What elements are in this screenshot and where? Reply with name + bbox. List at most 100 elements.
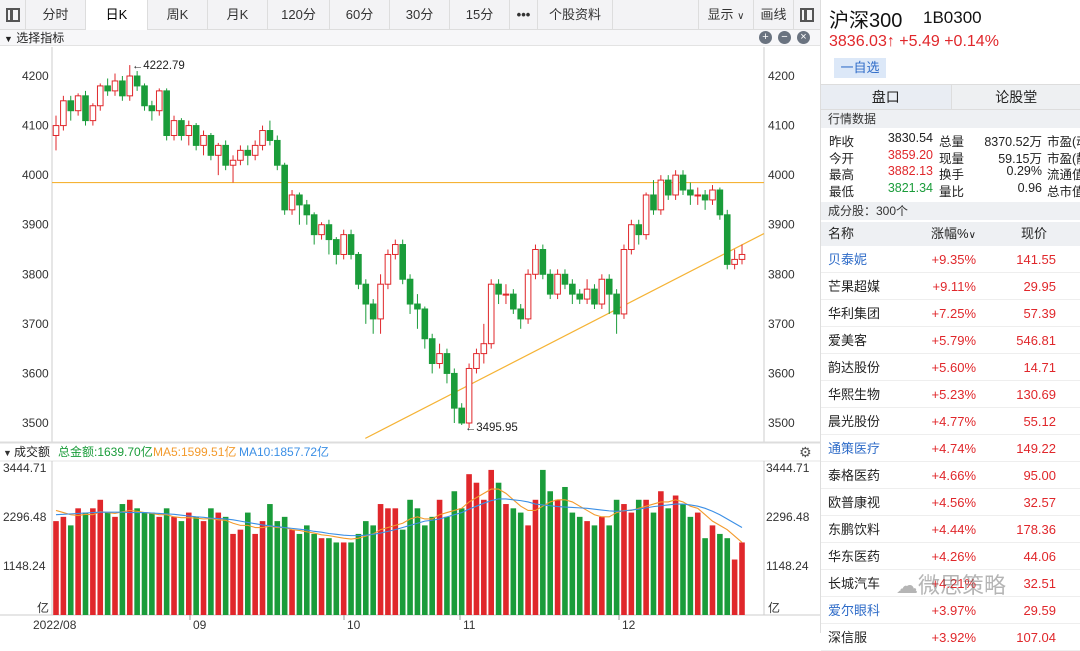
stock-profile-button[interactable]: 个股资料	[538, 0, 613, 30]
select-indicator-label[interactable]: 选择指标	[16, 31, 64, 45]
quote-cell: 量比	[939, 181, 964, 200]
price-tick-right: 4000	[768, 168, 795, 182]
tab-monthly-k[interactable]: 月K	[208, 0, 268, 30]
stock-row[interactable]: 韵达股份+5.60%14.71	[821, 354, 1080, 381]
column-change[interactable]: 涨幅%∨	[931, 222, 976, 248]
price-tick-left: 3500	[22, 416, 49, 430]
zoom-out-icon[interactable]: −	[778, 31, 791, 44]
tab-30min[interactable]: 30分	[390, 0, 450, 30]
stock-row[interactable]: 爱尔眼科+3.97%29.59	[821, 597, 1080, 624]
stock-row[interactable]: 晨光股份+4.77%55.12	[821, 408, 1080, 435]
tab-intraday[interactable]: 分时	[26, 0, 86, 30]
volume-bar	[717, 534, 723, 615]
volume-bar	[518, 513, 524, 615]
volume-bar	[282, 517, 288, 615]
stock-price: 14.71	[1023, 354, 1056, 381]
add-favorite-button[interactable]: 一自选	[834, 58, 886, 78]
volume-bar	[164, 508, 170, 615]
display-menu-button[interactable]: 显示 ∨	[698, 0, 754, 30]
candle	[156, 91, 162, 111]
stock-change: +5.23%	[932, 381, 976, 408]
components-header: 成分股：300个	[821, 202, 1080, 220]
candle	[112, 81, 118, 91]
volume-bar	[289, 530, 295, 615]
stock-row[interactable]: 东鹏饮料+4.44%178.36	[821, 516, 1080, 543]
price-tick-right: 4100	[768, 119, 795, 133]
stock-row[interactable]: 深信服+3.92%107.04	[821, 624, 1080, 651]
volume-bar	[503, 504, 509, 615]
volume-bar	[319, 538, 325, 615]
collapse-arrow-icon[interactable]: ▼	[3, 448, 12, 458]
zoom-in-icon[interactable]: +	[759, 31, 772, 44]
draw-line-button[interactable]: 画线	[754, 0, 794, 30]
volume-bar	[732, 560, 738, 615]
tab-60min[interactable]: 60分	[330, 0, 390, 30]
close-icon[interactable]: ×	[797, 31, 810, 44]
stock-change: +9.11%	[933, 273, 977, 300]
volume-bar	[223, 517, 229, 615]
stock-name: 华东医药	[828, 543, 880, 570]
sort-desc-icon: ∨	[969, 230, 976, 241]
stock-row[interactable]: 欧普康视+4.56%32.57	[821, 489, 1080, 516]
stock-row[interactable]: 贝泰妮+9.35%141.55	[821, 246, 1080, 273]
volume-bar	[238, 530, 244, 615]
candle	[53, 126, 59, 136]
candle	[540, 250, 546, 275]
tab-daily-k[interactable]: 日K	[86, 0, 148, 30]
volume-header: ▼ 成交额 总金额:1639.70亿 MA5:1599.51亿 MA10:185…	[3, 444, 812, 460]
candle	[702, 195, 708, 200]
quote-cell: 3882.13	[888, 164, 933, 178]
stock-name: 欧普康视	[828, 489, 880, 516]
more-periods-button[interactable]: •••	[510, 0, 538, 30]
volume-tick-right: 3444.71	[766, 461, 810, 475]
volume-bar	[570, 513, 576, 615]
stock-price: 149.22	[1016, 435, 1056, 462]
tab-order-book[interactable]: 盘口	[821, 85, 951, 109]
date-tick: 09	[193, 618, 207, 632]
column-name[interactable]: 名称	[828, 222, 854, 246]
candle	[400, 245, 406, 280]
price-tick-left: 3600	[22, 366, 49, 380]
candle	[97, 86, 103, 106]
gear-icon[interactable]: ⚙	[799, 444, 812, 460]
collapse-arrow-icon[interactable]: ▼	[4, 34, 13, 44]
volume-unit-right: 亿	[768, 600, 780, 615]
candle	[643, 195, 649, 235]
volume-bar	[120, 504, 126, 615]
stock-row[interactable]: 通策医疗+4.74%149.22	[821, 435, 1080, 462]
volume-bar	[267, 504, 273, 615]
column-price[interactable]: 现价	[1021, 222, 1047, 246]
layout-toggle-icon[interactable]	[0, 0, 26, 30]
volume-bar	[245, 513, 251, 615]
stock-row[interactable]: 华东医药+4.26%44.06	[821, 543, 1080, 570]
tab-120min[interactable]: 120分	[268, 0, 330, 30]
candle	[614, 294, 620, 314]
tab-weekly-k[interactable]: 周K	[148, 0, 208, 30]
stock-change: +7.25%	[932, 300, 976, 327]
stock-change: +9.35%	[932, 246, 976, 273]
volume-tick-left: 2296.48	[3, 510, 47, 524]
volume-bar	[739, 542, 745, 615]
volume-bar	[724, 538, 730, 615]
stock-row[interactable]: 华熙生物+5.23%130.69	[821, 381, 1080, 408]
panel-tabs: 盘口 论股堂	[821, 84, 1080, 110]
candle	[105, 86, 111, 91]
stock-row[interactable]: 泰格医药+4.66%95.00	[821, 462, 1080, 489]
volume-bar	[710, 525, 716, 615]
ma5-value: MA5:1599.51亿	[153, 444, 236, 459]
stock-change: +4.66%	[932, 462, 976, 489]
index-name: 沪深300	[829, 4, 902, 33]
stock-name: 华利集团	[828, 300, 880, 327]
panel-toggle-icon[interactable]	[794, 0, 820, 30]
stock-row[interactable]: 爱美客+5.79%546.81	[821, 327, 1080, 354]
tab-15min[interactable]: 15分	[450, 0, 510, 30]
stock-row[interactable]: 华利集团+7.25%57.39	[821, 300, 1080, 327]
candle	[429, 339, 435, 364]
volume-bar	[665, 508, 671, 615]
tab-discussion[interactable]: 论股堂	[951, 85, 1080, 109]
stock-row[interactable]: 芒果超媒+9.11%29.95	[821, 273, 1080, 300]
volume-bar	[53, 521, 59, 615]
candle	[186, 126, 192, 136]
